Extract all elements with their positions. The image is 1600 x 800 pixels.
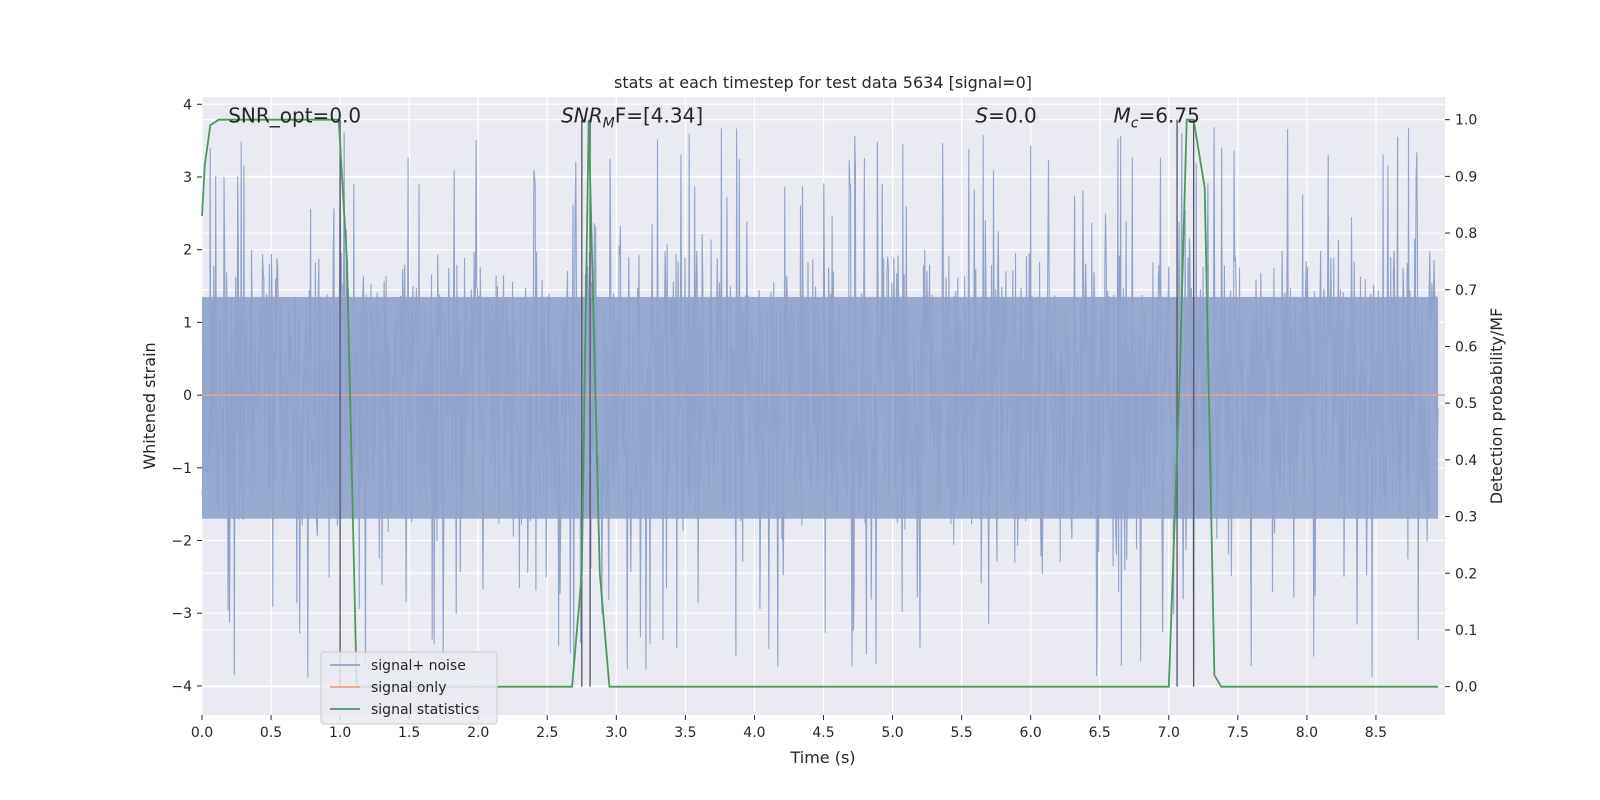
x-tick-label: 1.0 — [329, 725, 351, 741]
y-tick-label: −1 — [171, 461, 192, 477]
x-tick-label: 4.5 — [812, 725, 834, 741]
y2-tick-label: 0.6 — [1455, 339, 1477, 355]
noise-series — [201, 126, 1439, 678]
y-axis-ticks: −4 −3 −2 −1 0 1 2 3 4 — [171, 97, 202, 695]
event-markers — [339, 119, 1195, 687]
x-tick-label: 6.0 — [1020, 725, 1042, 741]
x-tick-label: 5.5 — [950, 725, 972, 741]
y-axis-label: Whitened strain — [140, 342, 159, 469]
legend-entry: signal+ noise — [371, 658, 466, 674]
signal-statistics-series — [201, 118, 1439, 688]
annotation-text: S=0.0 — [975, 103, 1036, 127]
x-tick-label: 2.5 — [536, 725, 558, 741]
chart-title: stats at each timestep for test data 563… — [614, 73, 1032, 92]
x-tick-label: 8.5 — [1365, 725, 1387, 741]
y2-tick-label: 0.4 — [1455, 453, 1477, 469]
y2-tick-label: 0.2 — [1455, 566, 1477, 582]
x-tick-label: 4.0 — [743, 725, 765, 741]
y2-tick-label: 1.0 — [1455, 113, 1477, 129]
annotation-text: Mc=6.75 — [1114, 103, 1200, 131]
annotation-text: SNR_opt=0.0 — [228, 103, 361, 127]
y2-tick-label: 0.1 — [1455, 623, 1477, 639]
x-tick-label: 3.0 — [605, 725, 627, 741]
y2-tick-label: 0.3 — [1455, 510, 1477, 526]
x-tick-label: 1.5 — [398, 725, 420, 741]
annotation-text: SNRMF=[4.34] — [561, 103, 703, 131]
x-tick-label: 8.0 — [1296, 725, 1318, 741]
noise-core-band — [202, 296, 1439, 519]
legend: signal+ noise signal only signal statistic… — [320, 651, 498, 725]
x-axis-ticks: 0.0 0.5 1.0 1.5 2.0 2.5 3.0 3.5 4.0 4.5 5.0 5.5 6.0 6… — [191, 715, 1387, 741]
x-tick-label: 7.0 — [1158, 725, 1180, 741]
signal-statistics-line — [201, 118, 1439, 688]
x-axis-label: Time (s) — [789, 748, 855, 767]
y-tick-label: −2 — [171, 534, 192, 550]
x-tick-label: 7.5 — [1227, 725, 1249, 741]
y2-axis-ticks: 0.0 0.1 0.2 0.3 0.4 0.5 0.6 0.7 0.8 0.9 1.0 — [1445, 113, 1477, 696]
y2-tick-label: 0.5 — [1455, 396, 1477, 412]
y-tick-label: −3 — [171, 606, 192, 622]
y-tick-label: −4 — [171, 679, 192, 695]
y-tick-label: 1 — [183, 315, 192, 331]
legend-box — [320, 651, 498, 725]
x-tick-label: 0.5 — [260, 725, 282, 741]
y2-axis-label: Detection probability/MF — [1487, 308, 1506, 505]
legend-entry: signal statistics — [371, 702, 479, 718]
x-tick-label: 3.5 — [674, 725, 696, 741]
annotations: SNR_opt=0.0 SNRMF=[4.34] S=0.0 Mc=6.75 — [228, 103, 1200, 131]
y2-tick-label: 0.7 — [1455, 283, 1477, 299]
x-tick-label: 5.0 — [881, 725, 903, 741]
y-tick-label: 0 — [183, 388, 192, 404]
y2-tick-label: 0.9 — [1455, 169, 1477, 185]
x-tick-label: 2.0 — [467, 725, 489, 741]
y-tick-label: 3 — [183, 170, 192, 186]
y-tick-label: 2 — [183, 243, 192, 259]
y2-tick-label: 0.0 — [1455, 680, 1477, 696]
legend-entry: signal only — [371, 680, 446, 696]
x-tick-label: 0.0 — [191, 725, 213, 741]
x-tick-label: 6.5 — [1089, 725, 1111, 741]
y2-tick-label: 0.8 — [1455, 226, 1477, 242]
y-tick-label: 4 — [183, 97, 192, 113]
